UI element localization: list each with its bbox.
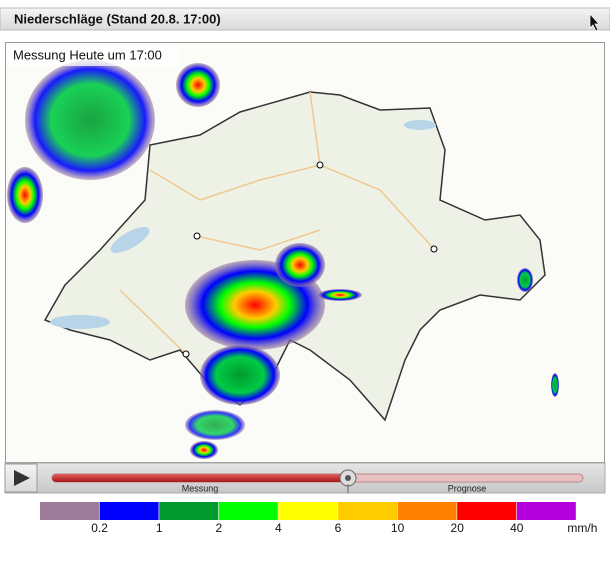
radar-echo <box>517 268 533 292</box>
radar-echo <box>176 63 220 107</box>
legend-label: 2 <box>215 521 222 535</box>
legend-label: 4 <box>275 521 282 535</box>
timeline-progress <box>52 474 348 482</box>
legend-swatch <box>218 502 278 520</box>
legend-label: 40 <box>510 521 524 535</box>
map: Messung Heute um 17:00 <box>6 43 604 462</box>
overlay-bg <box>7 44 179 66</box>
lake <box>50 315 110 329</box>
legend-label: 0.2 <box>91 521 108 535</box>
radar-echo <box>7 167 43 223</box>
city <box>430 245 438 253</box>
legend-swatch <box>99 502 159 520</box>
radar-echo <box>200 345 280 405</box>
radar-echo <box>318 289 362 301</box>
legend-swatch <box>338 502 397 520</box>
cursor <box>589 13 600 32</box>
city <box>316 161 324 169</box>
lake <box>404 120 436 130</box>
legend-label: 20 <box>451 521 465 535</box>
legend-label: 6 <box>335 521 342 535</box>
legend-label: 1 <box>156 521 163 535</box>
overlay-label: Messung Heute um 17:00 <box>13 47 162 62</box>
radar-echo <box>190 441 218 459</box>
legend-swatch <box>278 502 338 520</box>
header-title: Niederschläge (Stand 20.8. 17:00) <box>14 11 221 26</box>
roads <box>119 91 435 355</box>
play-icon <box>14 470 30 486</box>
city <box>193 232 201 240</box>
legend: 0.2 1 2 4 6 10 20 40 mm/h <box>40 502 597 535</box>
radar-echo <box>275 243 325 287</box>
legend-unit: mm/h <box>567 521 597 535</box>
lake <box>110 227 150 253</box>
timeline-knob-center <box>345 475 351 481</box>
legend-swatch <box>159 502 219 520</box>
city <box>182 350 190 358</box>
legend-swatch <box>397 502 457 520</box>
legend-swatch <box>40 502 99 520</box>
timeline-future-label: Prognose <box>448 483 487 493</box>
legend-swatch <box>457 502 517 520</box>
radar-echo <box>551 373 559 397</box>
radar-echo <box>25 60 155 180</box>
legend-swatch <box>516 502 576 520</box>
legend-label: 10 <box>391 521 405 535</box>
radar-echo <box>185 410 245 440</box>
header-bar <box>0 7 610 31</box>
timeline-past-label: Messung <box>182 483 219 493</box>
